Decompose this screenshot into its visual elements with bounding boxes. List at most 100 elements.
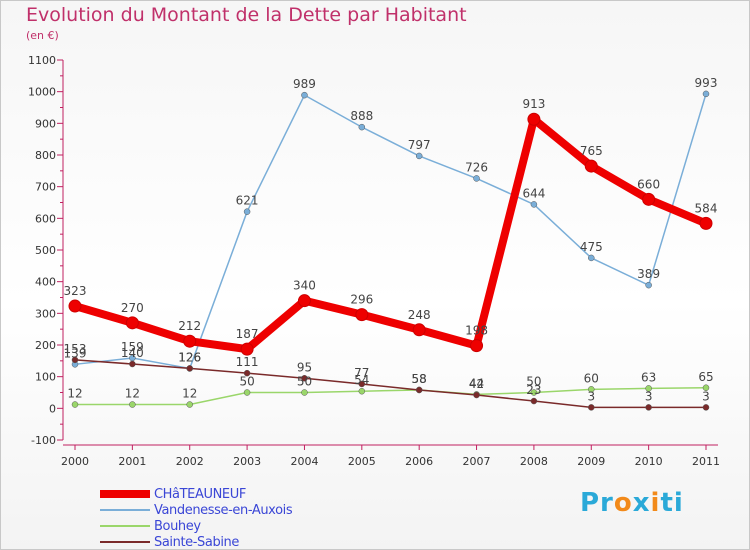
legend-label: Sainte-Sabine bbox=[154, 534, 239, 550]
legend-item-sainte-sabine: Sainte-Sabine bbox=[100, 534, 292, 550]
data-label: 65 bbox=[698, 370, 713, 384]
data-point bbox=[358, 380, 366, 388]
data-point bbox=[240, 342, 254, 356]
series-line-3 bbox=[74, 359, 706, 409]
data-label: 644 bbox=[522, 186, 545, 200]
legend-label: Bouhey bbox=[154, 518, 201, 534]
y-tick-label: 0 bbox=[49, 402, 56, 415]
data-label: 765 bbox=[580, 144, 603, 158]
data-point bbox=[702, 384, 710, 391]
x-tick-label: 2004 bbox=[290, 455, 318, 468]
data-point bbox=[125, 316, 139, 330]
legend-label: Vandenesse-en-Auxois bbox=[154, 502, 293, 518]
data-point bbox=[473, 175, 480, 182]
x-tick-label: 2005 bbox=[348, 455, 376, 468]
data-point bbox=[243, 389, 251, 396]
data-label: 42 bbox=[469, 377, 484, 391]
legend-item-bouhey: Bouhey bbox=[100, 518, 292, 534]
data-label: 797 bbox=[408, 138, 431, 152]
data-label: 270 bbox=[121, 301, 144, 315]
data-point bbox=[301, 91, 308, 99]
data-point bbox=[129, 401, 136, 408]
data-label: 389 bbox=[637, 267, 660, 281]
data-label: 248 bbox=[408, 308, 431, 322]
y-tick-label: 200 bbox=[35, 339, 56, 352]
data-label: 12 bbox=[125, 387, 140, 401]
legend-swatch bbox=[100, 541, 150, 543]
data-label: 63 bbox=[641, 370, 656, 384]
data-point bbox=[702, 404, 710, 411]
x-tick-label: 2009 bbox=[577, 455, 605, 468]
data-point bbox=[297, 294, 311, 308]
y-tick-label: 900 bbox=[35, 117, 56, 130]
legend-item-chateauneuf: CHâTEAUNEUF bbox=[100, 486, 292, 502]
data-label: 50 bbox=[297, 375, 312, 389]
y-tick-label: 1000 bbox=[28, 86, 56, 99]
y-tick-label: 100 bbox=[35, 371, 56, 384]
data-label: 126 bbox=[178, 350, 201, 364]
x-tick-label: 2002 bbox=[176, 455, 204, 468]
x-tick-label: 2000 bbox=[61, 455, 89, 468]
x-tick-label: 2003 bbox=[233, 455, 261, 468]
legend-swatch bbox=[100, 509, 150, 511]
data-label: 50 bbox=[239, 375, 254, 389]
data-label: 584 bbox=[695, 201, 718, 215]
data-label: 111 bbox=[236, 355, 259, 369]
data-point bbox=[530, 397, 538, 405]
data-label: 212 bbox=[178, 319, 201, 333]
proxiti-logo: Proxiti bbox=[580, 488, 684, 518]
data-label: 323 bbox=[64, 284, 87, 298]
data-point bbox=[584, 159, 598, 173]
data-label: 12 bbox=[182, 387, 197, 401]
data-point bbox=[473, 391, 480, 399]
y-tick-label: 500 bbox=[35, 244, 56, 257]
data-label: 54 bbox=[354, 373, 369, 387]
data-label: 989 bbox=[293, 77, 316, 91]
y-tick-label: 400 bbox=[35, 276, 56, 289]
x-tick-label: 2011 bbox=[692, 455, 720, 468]
data-point bbox=[358, 123, 366, 131]
x-tick-label: 2006 bbox=[405, 455, 433, 468]
legend-swatch bbox=[100, 490, 150, 498]
data-point bbox=[530, 201, 538, 208]
data-label: 159 bbox=[121, 340, 144, 354]
data-point bbox=[415, 386, 423, 394]
data-label: 140 bbox=[121, 346, 144, 360]
data-point bbox=[645, 385, 652, 392]
data-point bbox=[588, 386, 595, 393]
data-label: 153 bbox=[64, 342, 87, 356]
data-point bbox=[186, 365, 193, 372]
data-point bbox=[301, 375, 308, 382]
data-label: 58 bbox=[412, 372, 427, 386]
y-tick-label: 300 bbox=[35, 307, 56, 320]
data-point bbox=[642, 192, 656, 206]
data-point bbox=[355, 308, 369, 322]
data-label: 12 bbox=[67, 387, 82, 401]
data-label: 660 bbox=[637, 177, 660, 191]
data-point bbox=[699, 216, 713, 230]
data-label: 621 bbox=[236, 194, 259, 208]
data-label: 888 bbox=[350, 109, 373, 123]
data-point bbox=[183, 334, 197, 348]
data-point bbox=[470, 339, 484, 353]
data-point bbox=[530, 389, 538, 396]
data-point bbox=[71, 356, 79, 364]
data-point bbox=[702, 90, 710, 98]
y-tick-label: 700 bbox=[35, 181, 56, 194]
y-tick-label: 600 bbox=[35, 212, 56, 225]
y-tick-label: 800 bbox=[35, 149, 56, 162]
data-point bbox=[243, 369, 251, 377]
data-point bbox=[412, 323, 426, 337]
series-line-0 bbox=[73, 115, 708, 354]
x-tick-label: 2001 bbox=[118, 455, 146, 468]
data-point bbox=[243, 208, 251, 215]
data-point bbox=[129, 360, 136, 368]
data-label: 23 bbox=[526, 383, 541, 397]
data-point bbox=[358, 387, 366, 395]
chart-title: Evolution du Montant de la Dette par Hab… bbox=[26, 4, 467, 26]
data-point bbox=[68, 299, 82, 313]
data-point bbox=[588, 254, 595, 262]
y-tick-label: -100 bbox=[31, 434, 56, 447]
data-point bbox=[71, 401, 79, 408]
